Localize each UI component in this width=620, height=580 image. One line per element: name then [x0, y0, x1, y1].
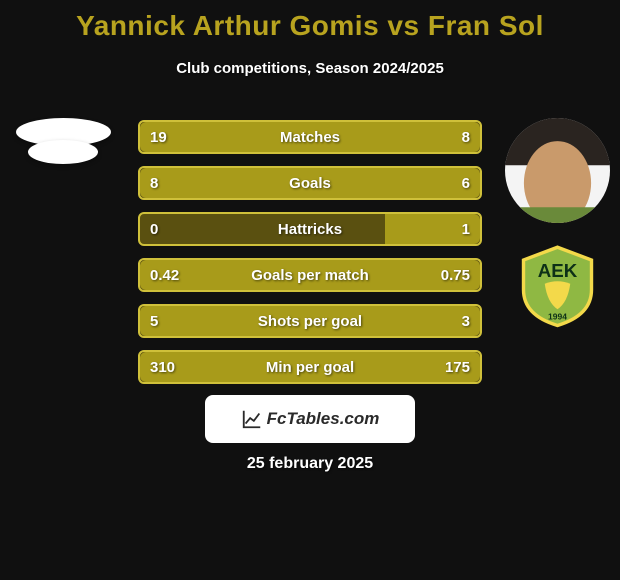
left-flag-stack — [16, 118, 111, 164]
date-text: 25 february 2025 — [0, 455, 620, 473]
stat-label: Min per goal — [140, 359, 480, 376]
left-club-icon — [28, 140, 98, 164]
stats-bars: 198Matches 86Goals 01Hattricks 0.420.75Goal… — [138, 120, 482, 384]
right-club-logo: AEK 1994 — [515, 243, 600, 328]
right-player-column: AEK 1994 — [502, 118, 612, 328]
stat-row: 0.420.75Goals per match — [138, 258, 482, 292]
stat-label: Goals — [140, 175, 480, 192]
stat-row: 01Hattricks — [138, 212, 482, 246]
stat-label: Hattricks — [140, 221, 480, 238]
right-player-avatar — [505, 118, 610, 223]
page-title: Yannick Arthur Gomis vs Fran Sol — [0, 0, 620, 42]
stat-row: 86Goals — [138, 166, 482, 200]
stat-label: Matches — [140, 129, 480, 146]
stat-row: 198Matches — [138, 120, 482, 154]
player-face-icon — [505, 118, 610, 223]
stat-row: 310175Min per goal — [138, 350, 482, 384]
brand-text: FcTables.com — [267, 409, 380, 429]
club-text-top: AEK — [537, 260, 577, 281]
stat-label: Goals per match — [140, 267, 480, 284]
club-text-bottom: 1994 — [548, 312, 567, 322]
brand-footer-box: FcTables.com — [205, 395, 415, 443]
stat-label: Shots per goal — [140, 313, 480, 330]
stat-row: 53Shots per goal — [138, 304, 482, 338]
club-shield-icon: AEK 1994 — [515, 243, 600, 328]
left-player-column — [8, 118, 118, 164]
subtitle: Club competitions, Season 2024/2025 — [0, 60, 620, 77]
chart-icon — [241, 408, 263, 430]
comparison-infographic: Yannick Arthur Gomis vs Fran Sol Club co… — [0, 0, 620, 580]
